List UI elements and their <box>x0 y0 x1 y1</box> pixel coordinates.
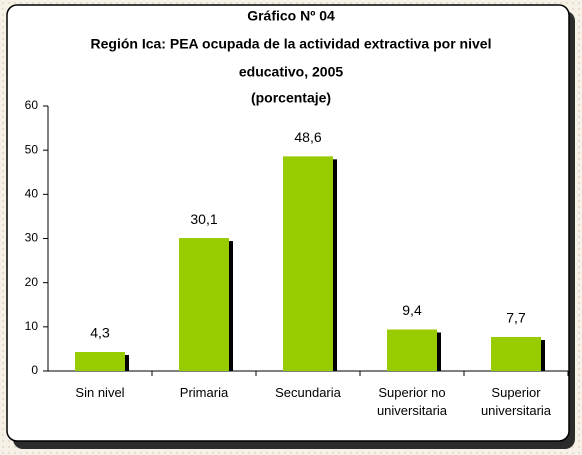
y-tick-label: 10 <box>25 319 39 333</box>
x-tick-label: Superior no universitaria <box>376 385 448 418</box>
y-tick-label: 0 <box>31 363 38 377</box>
chart-title: Gráfico Nº 04 <box>247 8 335 24</box>
bar <box>283 156 333 371</box>
bar <box>387 329 437 371</box>
x-tick-label: Primaria <box>179 385 229 400</box>
y-tick-label: 60 <box>25 98 39 112</box>
chart-subtitle: Región Ica: PEA ocupada de la actividad … <box>91 36 492 52</box>
chart-subtitle: educativo, 2005 <box>239 64 343 80</box>
bar <box>491 336 541 371</box>
value-label: 4,3 <box>90 325 110 341</box>
y-tick-label: 40 <box>25 187 39 201</box>
y-tick-label: 30 <box>25 231 39 245</box>
y-tick-label: 20 <box>25 275 39 289</box>
value-label: 48,6 <box>294 129 321 145</box>
value-label: 30,1 <box>190 211 217 227</box>
unit-label: (porcentaje) <box>251 90 331 106</box>
value-label: 7,7 <box>506 310 526 326</box>
x-tick-label: Superior universitaria <box>480 385 552 418</box>
y-tick-label: 50 <box>25 142 39 156</box>
bar <box>179 238 229 371</box>
bar <box>75 352 125 371</box>
value-label: 9,4 <box>402 302 422 318</box>
x-tick-label: Sin nivel <box>75 385 125 400</box>
x-tick-label: Secundaria <box>275 385 341 400</box>
